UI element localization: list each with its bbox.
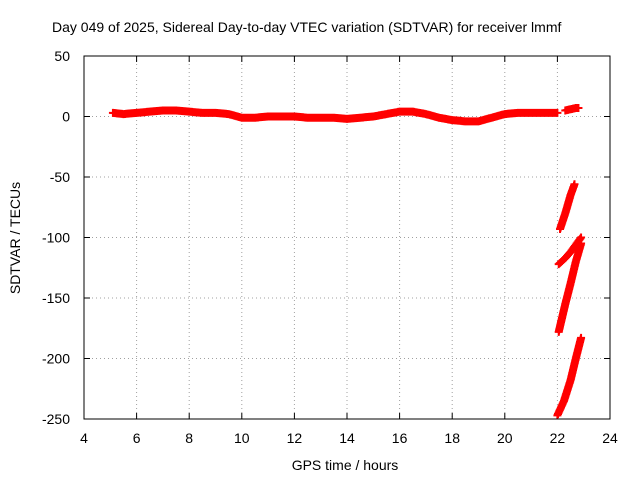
x-tick-label: 18 <box>444 430 460 446</box>
x-tick-label: 6 <box>133 430 141 446</box>
x-axis-label: GPS time / hours <box>292 457 399 473</box>
data-point-markers <box>554 239 586 336</box>
y-tick-label: -150 <box>42 290 70 306</box>
x-tick-label: 22 <box>550 430 566 446</box>
data-points <box>108 104 586 420</box>
x-tick-label: 12 <box>287 430 303 446</box>
y-tick-label: -50 <box>50 169 70 185</box>
series-segment-1 <box>561 104 583 115</box>
x-tick-label: 24 <box>602 430 618 446</box>
tick-labels: 4 6 8 10 12 14 16 18 20 22 24 50 0 -50 -100 -150 -200 -25… <box>42 48 618 446</box>
y-axis-label: SDTVAR / TECUs <box>7 182 23 294</box>
data-point-markers <box>553 333 586 420</box>
series-main <box>108 106 562 126</box>
y-tick-label: 50 <box>54 48 70 64</box>
data-point-markers <box>108 106 562 126</box>
x-tick-label: 10 <box>234 430 250 446</box>
series-segment-4 <box>554 239 586 336</box>
x-tick-label: 20 <box>497 430 513 446</box>
series-segment-5 <box>553 333 586 420</box>
series-segment-3 <box>554 233 586 269</box>
x-tick-label: 16 <box>392 430 408 446</box>
x-tick-label: 8 <box>185 430 193 446</box>
chart-title: Day 049 of 2025, Sidereal Day-to-day VTE… <box>52 19 561 35</box>
x-tick-label: 4 <box>80 430 88 446</box>
y-tick-label: 0 <box>62 109 70 125</box>
data-point-markers <box>554 233 586 269</box>
x-tick-label: 14 <box>339 430 355 446</box>
y-tick-label: -250 <box>42 411 70 427</box>
y-tick-label: -200 <box>42 351 70 367</box>
series-segment-2 <box>556 180 579 234</box>
data-point-markers <box>556 180 579 234</box>
y-tick-label: -100 <box>42 230 70 246</box>
plot-area-border <box>83 55 611 420</box>
data-point-markers <box>561 104 583 115</box>
